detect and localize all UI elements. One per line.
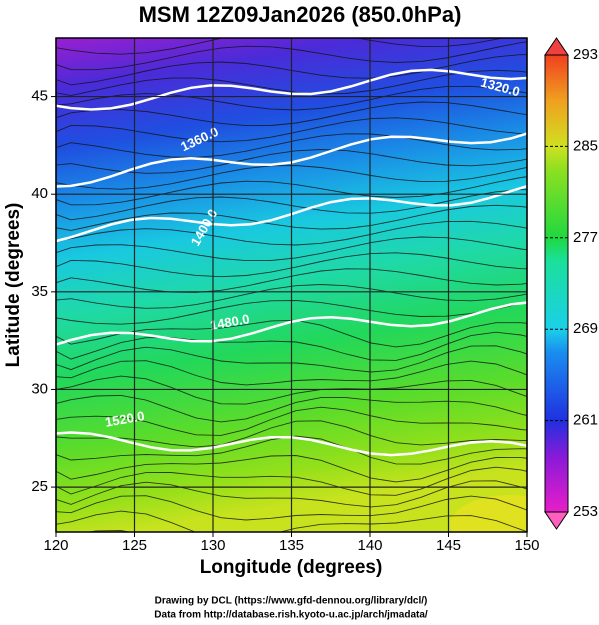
streamline [56,435,527,465]
streamline [56,189,527,221]
streamline [56,252,527,278]
streamline [56,176,527,206]
streamline [56,510,527,532]
streamline [56,406,527,436]
y-axis-label: Latitude (degrees) [3,203,24,368]
streamline [56,331,527,361]
streamline [56,360,527,386]
warm-anomaly [150,38,390,75]
x-tick-label: 120 [43,537,68,554]
chart-title: MSM 12Z09Jan2026 (850.0hPa) [139,2,462,27]
streamline [56,117,527,143]
y-tick-label: 40 [31,185,48,202]
warm-anomaly [450,495,527,532]
streamline [56,495,527,521]
grid: 120 125 130 135 140 145 150 25 30 35 40 45 [31,38,540,554]
streamline [56,54,527,86]
streamline [56,480,527,508]
x-tick-label: 145 [436,537,461,554]
colorbar-tick-label: 261 [573,412,598,429]
streamline [56,165,527,190]
streamlines [56,38,527,532]
colorbar-tick-label: 277 [573,229,598,246]
streamline [56,394,527,423]
streamline [56,85,527,111]
y-tick-label: 45 [31,88,48,105]
colorbar-tick-label: 293 [573,46,598,63]
x-tick-label: 140 [357,537,382,554]
streamline [56,204,527,231]
streamline [56,466,527,496]
y-tick-label: 25 [31,478,48,495]
colorbar-tick-label: 253 [573,503,598,520]
streamline [56,38,505,55]
colorbar-tick-label: 269 [573,320,598,337]
streamline [56,300,527,325]
colorbar-extend [544,37,569,56]
colorbar-tick-label: 285 [573,137,598,154]
x-tick-label: 135 [279,537,304,554]
streamline [56,236,527,262]
y-tick-label: 30 [31,380,48,397]
streamline [56,420,527,448]
colorbar-extend [544,511,569,530]
streamline [56,41,527,71]
credit: Drawing by DCL (https://www.gfd-dennou.o… [155,596,428,607]
credit: Data from http://database.rish.kyoto-u.a… [154,610,428,621]
streamline [56,268,527,293]
plot-frame [55,37,528,533]
contour-label: 1520.0 [104,408,146,430]
streamline [56,133,527,158]
x-tick-label: 130 [200,537,225,554]
streamline [56,284,527,309]
streamline [56,455,527,483]
streamline [56,149,527,174]
x-tick-label: 150 [514,537,539,554]
x-axis-label: Longitude (degrees) [200,557,383,578]
streamline [56,345,527,373]
streamline [56,375,527,405]
streamline [56,101,527,127]
x-tick-label: 125 [122,537,147,554]
contour-label: 1480.0 [209,311,251,333]
colorbar-scale [544,54,569,513]
streamline [56,220,527,246]
colorbar: 253 261 269 277 285 293 [544,37,598,530]
y-tick-label: 35 [31,283,48,300]
